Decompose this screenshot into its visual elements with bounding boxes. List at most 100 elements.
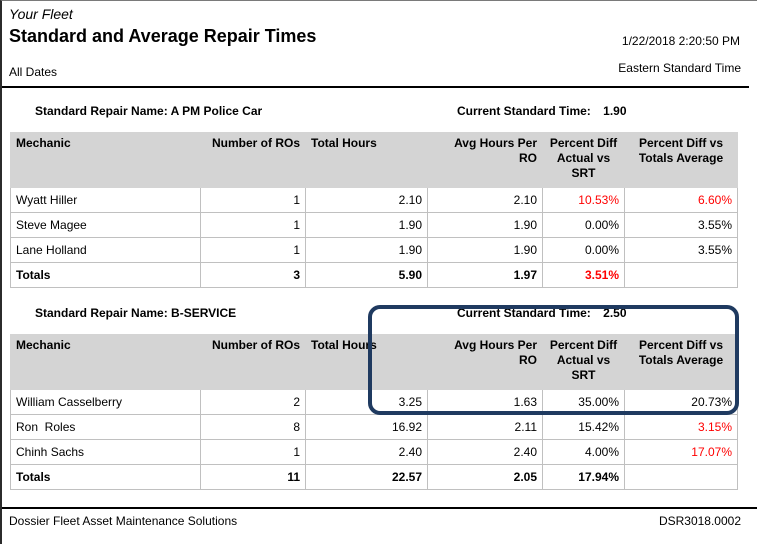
number-of-ros-cell: 11 xyxy=(200,464,306,490)
percent-diff-actual-vs-srt-cell: 4.00% xyxy=(542,439,625,465)
column-header-percent-diff-actual-vs-srt: Percent Diff Actual vs SRT xyxy=(542,132,625,188)
section-header: Standard Repair Name: B-SERVICE Current … xyxy=(10,306,737,334)
number-of-ros-cell: 1 xyxy=(200,237,306,263)
total-hours-cell: 2.40 xyxy=(305,439,428,465)
totals-row: Totals 3 5.90 1.97 3.51% xyxy=(10,262,738,288)
mechanic-cell: Lane Holland xyxy=(10,237,201,263)
column-header-total-hours: Total Hours xyxy=(305,334,428,390)
repair-name-label: Standard Repair Name: xyxy=(35,104,168,118)
mechanic-cell: William Casselberry xyxy=(10,389,201,415)
generated-datetime: 1/22/2018 2:20:50 PM xyxy=(621,34,740,48)
standard-time-group: Current Standard Time: 1.90 xyxy=(457,104,627,118)
standard-time-group: Current Standard Time: 2.50 xyxy=(457,306,627,320)
mechanic-row: Chinh Sachs 1 2.40 2.40 4.00% 17.07% xyxy=(10,439,738,465)
avg-hours-per-ro-cell: 1.97 xyxy=(427,262,543,288)
total-hours-cell: 16.92 xyxy=(305,414,428,440)
mechanic-row: William Casselberry 2 3.25 1.63 35.00% 20.73% xyxy=(10,389,738,415)
avg-hours-per-ro-cell: 1.63 xyxy=(427,389,543,415)
report-title: Standard and Average Repair Times xyxy=(9,26,317,46)
standard-time-value: 2.50 xyxy=(603,306,627,320)
total-hours-cell: 22.57 xyxy=(305,464,428,490)
column-header-number-of-ros: Number of ROs xyxy=(200,334,306,390)
footer-brand: Dossier Fleet Asset Maintenance Solution… xyxy=(9,514,238,528)
date-filter: All Dates xyxy=(9,65,58,79)
number-of-ros-cell: 3 xyxy=(200,262,306,288)
column-header-total-hours: Total Hours xyxy=(305,132,428,188)
table-header-row: Mechanic Number of ROs Total Hours Avg Hour… xyxy=(10,132,738,188)
mechanic-cell: Chinh Sachs xyxy=(10,439,201,465)
avg-hours-per-ro-cell: 2.40 xyxy=(427,439,543,465)
percent-diff-actual-vs-srt-cell: 0.00% xyxy=(542,237,625,263)
number-of-ros-cell: 8 xyxy=(200,414,306,440)
repair-name-value: B-SERVICE xyxy=(171,306,237,320)
column-header-avg-hours-per-ro: Avg Hours Per RO xyxy=(427,334,543,390)
percent-diff-vs-totals-average-cell: 20.73% xyxy=(624,389,738,415)
avg-hours-per-ro-cell: 1.90 xyxy=(427,212,543,238)
column-header-percent-diff-vs-totals-average: Percent Diff vs Totals Average xyxy=(624,334,738,390)
percent-diff-actual-vs-srt-cell: 15.42% xyxy=(542,414,625,440)
timezone: Eastern Standard Time xyxy=(618,61,741,75)
percent-diff-vs-totals-average-cell: 3.55% xyxy=(624,237,738,263)
totals-row: Totals 11 22.57 2.05 17.94% xyxy=(10,464,738,490)
percent-diff-vs-totals-average-cell: 17.07% xyxy=(624,439,738,465)
number-of-ros-cell: 2 xyxy=(200,389,306,415)
total-hours-cell: 1.90 xyxy=(305,212,428,238)
avg-hours-per-ro-cell: 1.90 xyxy=(427,237,543,263)
column-header-percent-diff-vs-totals-average: Percent Diff vs Totals Average xyxy=(624,132,738,188)
mechanic-row: Steve Magee 1 1.90 1.90 0.00% 3.55% xyxy=(10,212,738,238)
repair-name-group: Standard Repair Name: A PM Police Car xyxy=(35,104,262,118)
total-hours-cell: 3.25 xyxy=(305,389,428,415)
percent-diff-actual-vs-srt-cell: 10.53% xyxy=(542,187,625,213)
header-divider xyxy=(2,86,749,88)
percent-diff-vs-totals-average-cell: 3.15% xyxy=(624,414,738,440)
percent-diff-vs-totals-average-cell xyxy=(624,464,738,490)
report-section-b-service: Standard Repair Name: B-SERVICE Current … xyxy=(10,306,738,490)
column-header-percent-diff-actual-vs-srt: Percent Diff Actual vs SRT xyxy=(542,334,625,390)
number-of-ros-cell: 1 xyxy=(200,187,306,213)
standard-time-label: Current Standard Time: xyxy=(457,306,591,320)
section-header: Standard Repair Name: A PM Police Car Cu… xyxy=(10,104,737,132)
number-of-ros-cell: 1 xyxy=(200,212,306,238)
mechanic-cell: Wyatt Hiller xyxy=(10,187,201,213)
percent-diff-vs-totals-average-cell: 6.60% xyxy=(624,187,738,213)
number-of-ros-cell: 1 xyxy=(200,439,306,465)
mechanic-cell: Steve Magee xyxy=(10,212,201,238)
repair-name-label: Standard Repair Name: xyxy=(35,306,168,320)
percent-diff-actual-vs-srt-cell: 35.00% xyxy=(542,389,625,415)
mechanic-cell: Ron Roles xyxy=(10,414,201,440)
mechanic-row: Lane Holland 1 1.90 1.90 0.00% 3.55% xyxy=(10,237,738,263)
repair-name-value: A PM Police Car xyxy=(170,104,263,118)
mechanic-cell: Totals xyxy=(10,464,201,490)
column-header-mechanic: Mechanic xyxy=(10,334,201,390)
mechanic-row: Wyatt Hiller 1 2.10 2.10 10.53% 6.60% xyxy=(10,187,738,213)
column-header-avg-hours-per-ro: Avg Hours Per RO xyxy=(427,132,543,188)
report-section-a-pm-police-car: Standard Repair Name: A PM Police Car Cu… xyxy=(10,104,738,288)
company-name: Your Fleet xyxy=(9,6,73,22)
total-hours-cell: 5.90 xyxy=(305,262,428,288)
total-hours-cell: 1.90 xyxy=(305,237,428,263)
standard-time-value: 1.90 xyxy=(603,104,627,118)
standard-time-label: Current Standard Time: xyxy=(457,104,591,118)
avg-hours-per-ro-cell: 2.11 xyxy=(427,414,543,440)
table-header-row: Mechanic Number of ROs Total Hours Avg Hour… xyxy=(10,334,738,390)
avg-hours-per-ro-cell: 2.10 xyxy=(427,187,543,213)
repair-times-table: Mechanic Number of ROs Total Hours Avg Hour… xyxy=(10,132,738,288)
percent-diff-vs-totals-average-cell xyxy=(624,262,738,288)
column-header-mechanic: Mechanic xyxy=(10,132,201,188)
footer-report-code: DSR3018.0002 xyxy=(658,514,741,528)
table-body: Wyatt Hiller 1 2.10 2.10 10.53% 6.60% Steve Ma… xyxy=(10,187,738,288)
repair-times-table: Mechanic Number of ROs Total Hours Avg Hour… xyxy=(10,334,738,490)
footer-divider xyxy=(2,507,757,509)
total-hours-cell: 2.10 xyxy=(305,187,428,213)
percent-diff-actual-vs-srt-cell: 3.51% xyxy=(542,262,625,288)
table-body: William Casselberry 2 3.25 1.63 35.00% 20.73%… xyxy=(10,389,738,490)
repair-name-group: Standard Repair Name: B-SERVICE xyxy=(35,306,236,320)
mechanic-row: Ron Roles 8 16.92 2.11 15.42% 3.15% xyxy=(10,414,738,440)
percent-diff-actual-vs-srt-cell: 0.00% xyxy=(542,212,625,238)
mechanic-cell: Totals xyxy=(10,262,201,288)
percent-diff-actual-vs-srt-cell: 17.94% xyxy=(542,464,625,490)
column-header-number-of-ros: Number of ROs xyxy=(200,132,306,188)
percent-diff-vs-totals-average-cell: 3.55% xyxy=(624,212,738,238)
avg-hours-per-ro-cell: 2.05 xyxy=(427,464,543,490)
